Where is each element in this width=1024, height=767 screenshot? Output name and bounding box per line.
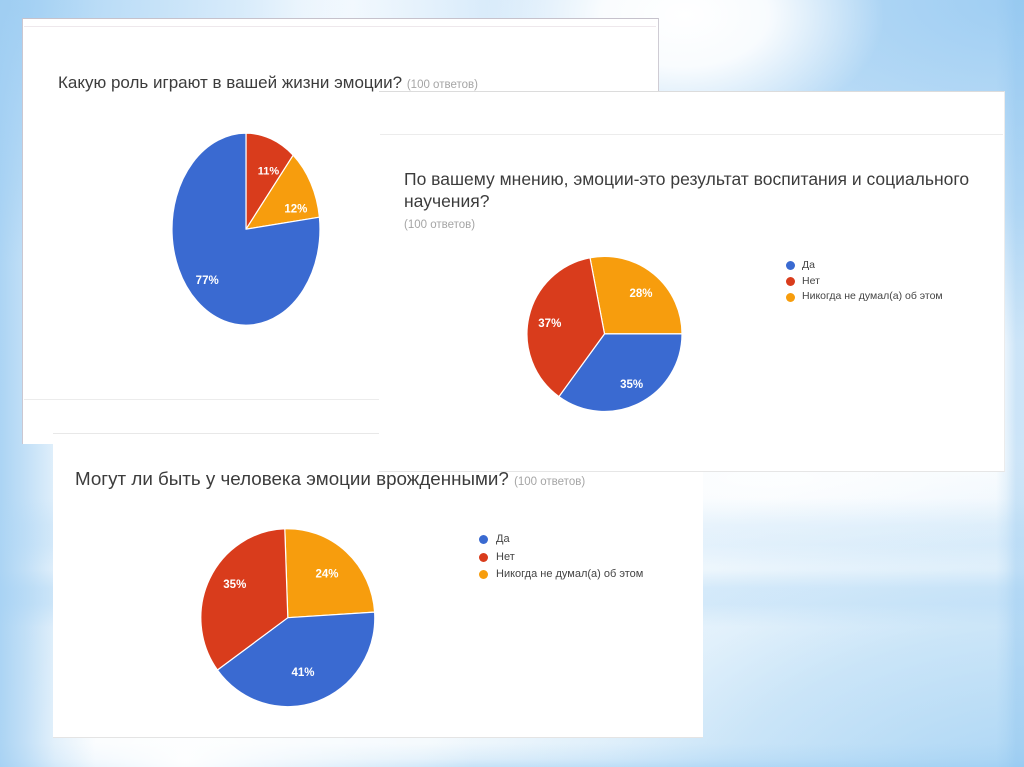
svg-text:28%: 28%	[629, 288, 652, 300]
svg-text:35%: 35%	[620, 379, 643, 391]
svg-text:24%: 24%	[315, 568, 338, 580]
svg-text:12%: 12%	[284, 203, 307, 215]
svg-text:11%: 11%	[258, 166, 280, 178]
svg-text:35%: 35%	[223, 579, 246, 591]
svg-text:37%: 37%	[538, 318, 561, 330]
svg-text:41%: 41%	[291, 667, 314, 679]
svg-text:77%: 77%	[196, 275, 219, 287]
